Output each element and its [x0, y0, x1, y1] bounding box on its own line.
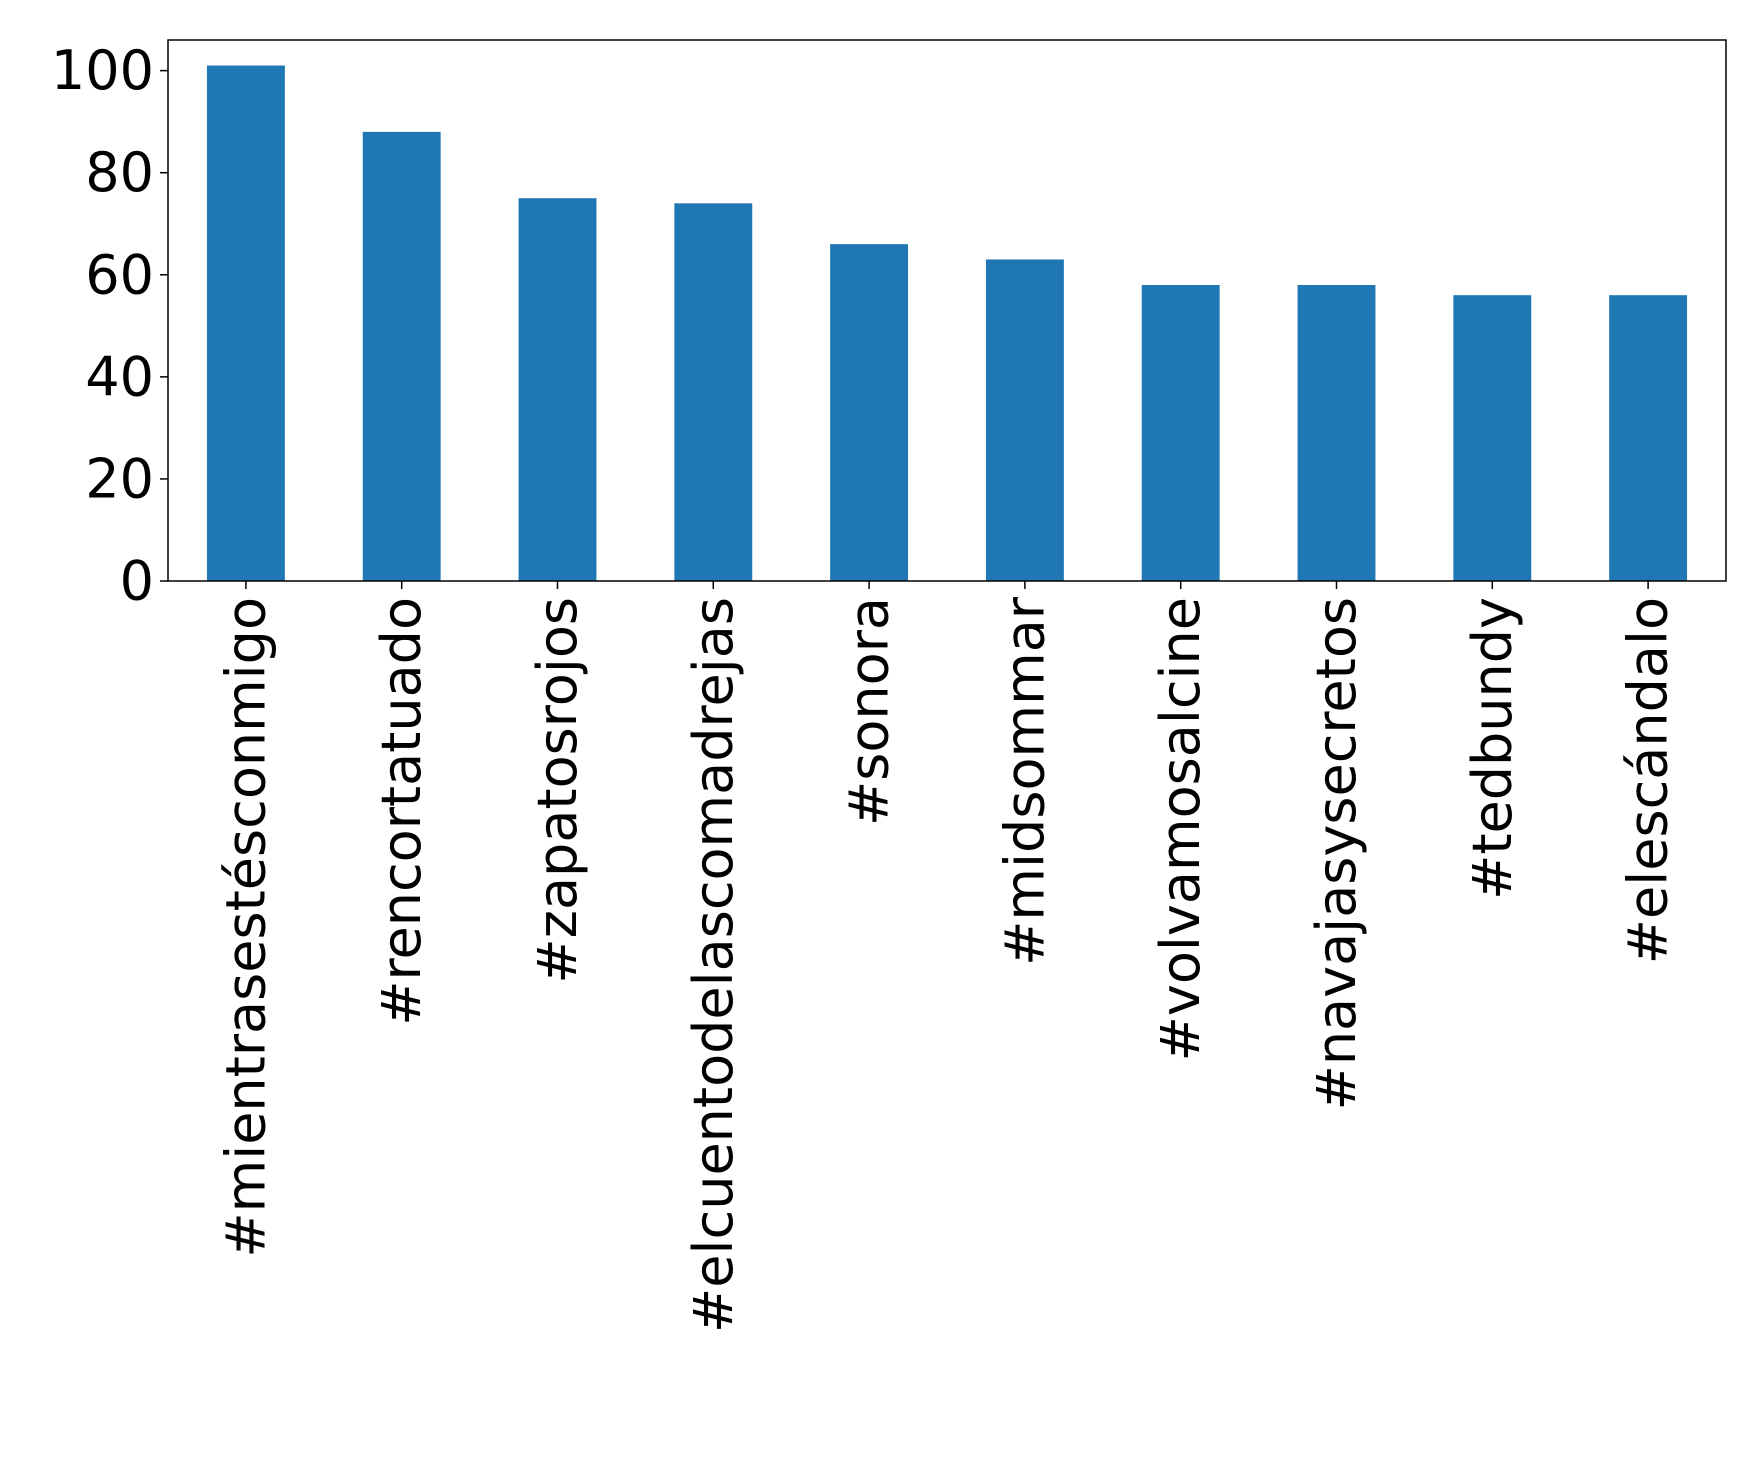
- bar: [1609, 295, 1688, 581]
- x-tick-label: #volvamosalcine: [1149, 597, 1212, 1061]
- bar: [674, 203, 753, 582]
- bar: [518, 198, 597, 581]
- y-tick-label: 40: [85, 345, 154, 408]
- x-tick-label: #rencortatuado: [370, 597, 433, 1026]
- x-tick-label: #mientrasestésconmigo: [214, 597, 277, 1258]
- bar: [830, 244, 909, 581]
- y-tick-label: 80: [85, 141, 154, 204]
- x-tick-label: #midsommar: [993, 596, 1056, 966]
- bar: [362, 131, 441, 581]
- y-tick-label: 20: [85, 447, 154, 510]
- bar: [1141, 284, 1220, 581]
- plot-frame: [167, 39, 1727, 582]
- y-tick-label: 0: [120, 550, 154, 613]
- bars-group: [206, 65, 1688, 582]
- y-tick-label: 100: [51, 39, 154, 102]
- bar: [206, 65, 285, 582]
- y-tick-label: 60: [85, 243, 154, 306]
- x-tick-label: #tedbundy: [1461, 597, 1524, 900]
- x-tick-label: #navajasysecretos: [1305, 597, 1368, 1110]
- bar: [985, 259, 1064, 581]
- bar: [1453, 295, 1532, 581]
- x-tick-label: #elcuentodelascomadrejas: [682, 597, 745, 1333]
- bar: [1297, 284, 1376, 581]
- x-axis: #mientrasestésconmigo #rencortatuado #zapa…: [214, 581, 1680, 1333]
- x-tick-label: #elescándalo: [1617, 597, 1680, 964]
- y-axis: 0 20 40 60 80 100: [51, 39, 168, 613]
- x-tick-label: #sonora: [838, 597, 901, 826]
- x-tick-label: #zapatosrojos: [526, 597, 589, 984]
